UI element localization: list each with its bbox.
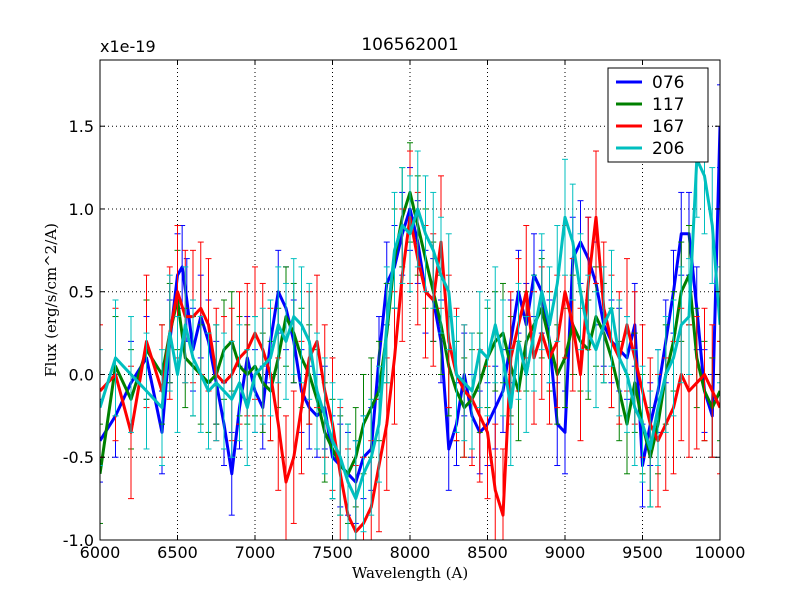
y-tick-label: 1.5 (69, 117, 94, 136)
x-axis-title: Wavelength (A) (352, 564, 468, 582)
legend-box (607, 67, 709, 163)
x-tick-label: 8000 (390, 543, 431, 562)
series-layer (100, 84, 720, 540)
x-tick-label: 8500 (467, 543, 508, 562)
y-tick-label: -1.0 (63, 531, 94, 550)
x-tick-label: 6500 (157, 543, 198, 562)
series-206 (100, 100, 720, 540)
x-tick-label: 7500 (312, 543, 353, 562)
legend-label-206: 206 (652, 139, 684, 159)
tick-layer: 6000 6500 7000 7500 8000 8500 9000 9500 10000 -1.… (63, 60, 746, 562)
chart-title: 106562001 (361, 35, 458, 55)
y-scale-label: x1e-19 (100, 37, 156, 56)
x-tick-label: 9500 (622, 543, 663, 562)
x-tick-label: 10000 (695, 543, 746, 562)
y-tick-label: 0.0 (69, 365, 94, 384)
series-line-206 (100, 157, 720, 501)
legend-label-117: 117 (652, 95, 684, 115)
x-tick-label: 6000 (80, 543, 121, 562)
y-tick-label: 0.5 (69, 283, 94, 302)
legend-label-076: 076 (652, 73, 684, 93)
y-tick-label: 1.0 (69, 200, 94, 219)
x-tick-label: 9000 (545, 543, 586, 562)
y-tick-label: -0.5 (63, 448, 94, 467)
y-axis-title: Flux (erg/s/cm^2/A) (42, 223, 60, 377)
x-tick-label: 7000 (235, 543, 276, 562)
legend-label-167: 167 (652, 117, 684, 137)
